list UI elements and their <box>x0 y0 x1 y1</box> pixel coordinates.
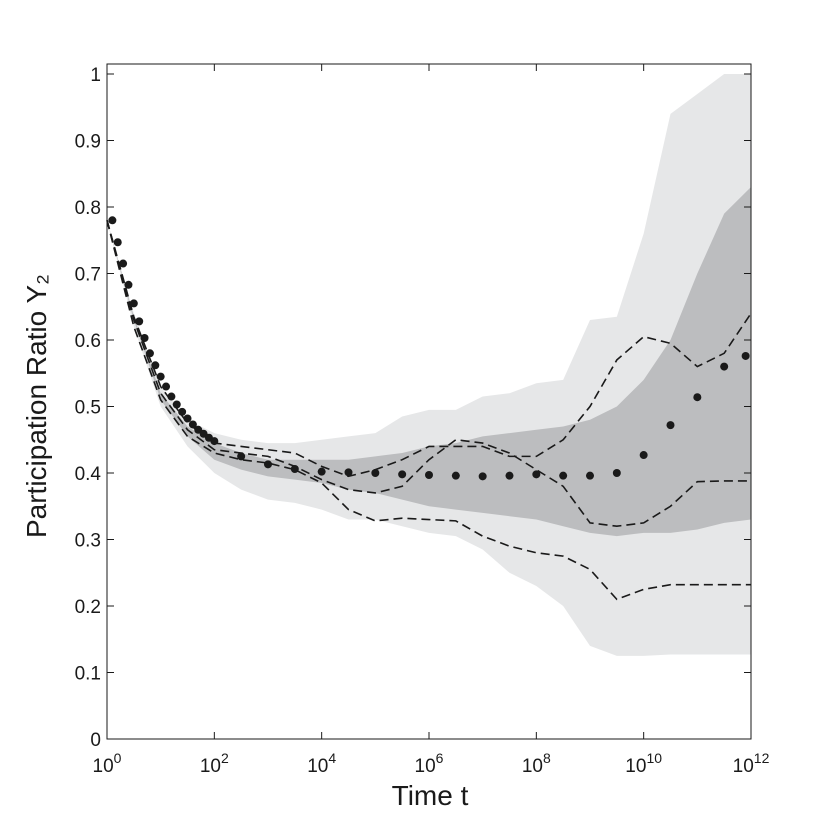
x-tick-label: 1012 <box>733 750 770 777</box>
data-point <box>559 471 568 480</box>
data-point <box>145 349 154 358</box>
data-point <box>290 465 299 474</box>
x-tick-label: 1010 <box>625 750 662 777</box>
data-point <box>666 421 675 430</box>
data-point <box>151 361 160 370</box>
y-tick-label: 0.8 <box>75 198 101 219</box>
data-point <box>720 362 729 371</box>
data-point <box>317 467 326 476</box>
data-point <box>639 451 648 460</box>
data-point <box>188 420 197 429</box>
data-point <box>108 216 117 225</box>
y-axis-label: Participation Ratio Y₂ <box>21 274 52 538</box>
data-point <box>741 351 750 360</box>
y-tick-label: 1 <box>90 65 101 86</box>
x-tick-label: 102 <box>200 750 229 777</box>
data-point <box>129 299 138 308</box>
data-point <box>172 400 181 409</box>
y-tick-label: 0.7 <box>75 265 101 286</box>
y-tick-label: 0.6 <box>75 331 101 352</box>
data-point <box>398 470 407 479</box>
x-tick-label: 108 <box>522 750 551 777</box>
y-tick-label: 0 <box>90 730 101 751</box>
data-point <box>693 393 702 402</box>
data-point <box>612 469 621 477</box>
data-point <box>425 470 433 479</box>
data-point <box>371 469 380 477</box>
data-point <box>344 468 353 477</box>
confidence-band <box>107 187 751 537</box>
data-point <box>156 372 165 381</box>
data-point <box>140 334 149 343</box>
data-point <box>264 460 272 469</box>
y-tick-label: 0.9 <box>75 132 101 153</box>
y-tick-label: 0.1 <box>75 664 101 685</box>
data-point <box>183 414 192 423</box>
data-point <box>237 452 246 461</box>
data-point <box>162 382 171 391</box>
x-tick-label: 106 <box>415 750 444 777</box>
data-point <box>532 470 541 479</box>
y-tick-label: 0.2 <box>75 597 101 618</box>
data-point <box>135 317 144 326</box>
dashed-line <box>106 220 751 528</box>
data-point <box>167 392 176 401</box>
data-point <box>586 471 594 480</box>
x-tick-label: 100 <box>93 750 122 777</box>
y-tick-label: 0.5 <box>75 398 101 419</box>
x-tick-label: 104 <box>307 750 336 777</box>
y-tick-label: 0.3 <box>75 531 101 552</box>
plot-area <box>106 74 752 656</box>
y-tick-label: 0.4 <box>75 464 102 485</box>
data-point <box>113 238 122 247</box>
data-point <box>119 259 128 268</box>
data-point <box>451 471 460 480</box>
data-point <box>178 407 187 416</box>
dashed-line <box>106 220 751 601</box>
data-point <box>124 280 133 289</box>
data-point <box>210 437 219 446</box>
x-axis-label: Time t <box>392 780 469 811</box>
data-point <box>505 471 514 480</box>
data-point <box>478 472 487 481</box>
